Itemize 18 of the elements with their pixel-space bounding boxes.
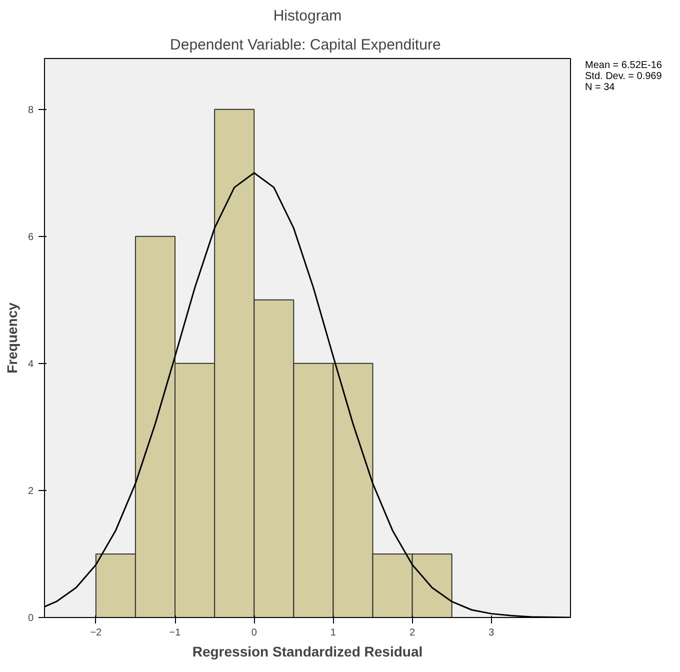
x-tick-label: −1: [169, 628, 182, 638]
x-tick-label: 2: [410, 628, 416, 638]
y-tick-label: 6: [28, 232, 34, 243]
y-tick-label: 0: [28, 613, 34, 624]
x-axis-title: Regression Standardized Residual: [192, 644, 423, 660]
text: Std. Dev. = 0.969: [585, 71, 662, 82]
text: Mean = 6.52E-16: [585, 60, 662, 71]
y-tick-label: 4: [28, 358, 34, 370]
x-tick-label: 3: [488, 628, 495, 638]
y-axis-title: Frequency: [4, 302, 20, 374]
y-tick-label: 2: [28, 486, 34, 497]
chart-title: Histogram: [273, 8, 342, 24]
x-tick-label: 1: [330, 628, 336, 638]
chart-subtitle: Dependent Variable: Capital Expenditure: [170, 36, 441, 54]
x-tick-label: 0: [251, 628, 258, 638]
y-tick-label: 8: [28, 104, 34, 116]
x-tick-label: −2: [90, 628, 102, 638]
text: N = 34: [585, 82, 616, 93]
